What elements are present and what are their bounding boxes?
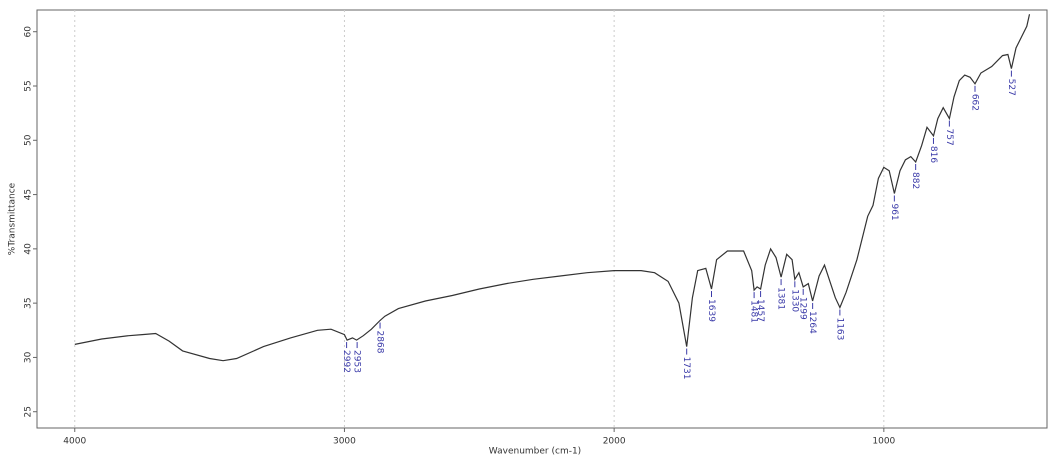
y-axis-label: %Transmittance [8,182,18,255]
peak-label: 1264 [807,311,817,334]
peak-label: 1299 [798,297,808,320]
peak-label: 1731 [681,357,691,380]
peak-label: 1163 [834,317,844,340]
x-axis-label: Wavenumber (cm-1) [489,447,581,457]
spectrum-line [74,14,1031,362]
y-tick-label: 35 [24,297,34,308]
peak-label: 2953 [352,350,362,373]
peak-label: 2868 [375,331,385,354]
x-tick-label: 2000 [603,437,626,447]
y-tick-label: 25 [24,406,34,417]
peak-label: 816 [928,146,938,163]
y-tick-label: 30 [24,351,34,363]
plot-frame [36,9,1048,429]
x-tick-label: 1000 [872,437,895,447]
y-tick-label: 55 [24,80,34,91]
y-tick-label: 50 [24,134,34,146]
peak-label: 1481 [749,300,759,323]
y-tick-label: 60 [24,26,34,38]
peak-label: 662 [969,94,979,111]
x-tick-label: 3000 [333,437,356,447]
peak-label: 882 [910,172,920,189]
peak-label: 527 [1006,79,1016,96]
peak-label: 757 [944,129,954,146]
peak-label: 1639 [706,299,716,322]
peak-label: 1457 [755,299,765,322]
y-tick-label: 45 [24,189,34,200]
peak-label: 1330 [789,289,799,312]
peak-label: 2992 [341,350,351,373]
peak-label: 961 [889,203,899,220]
x-tick-label: 4000 [63,437,86,447]
peak-label: 1381 [776,287,786,310]
y-tick-label: 40 [24,243,34,255]
